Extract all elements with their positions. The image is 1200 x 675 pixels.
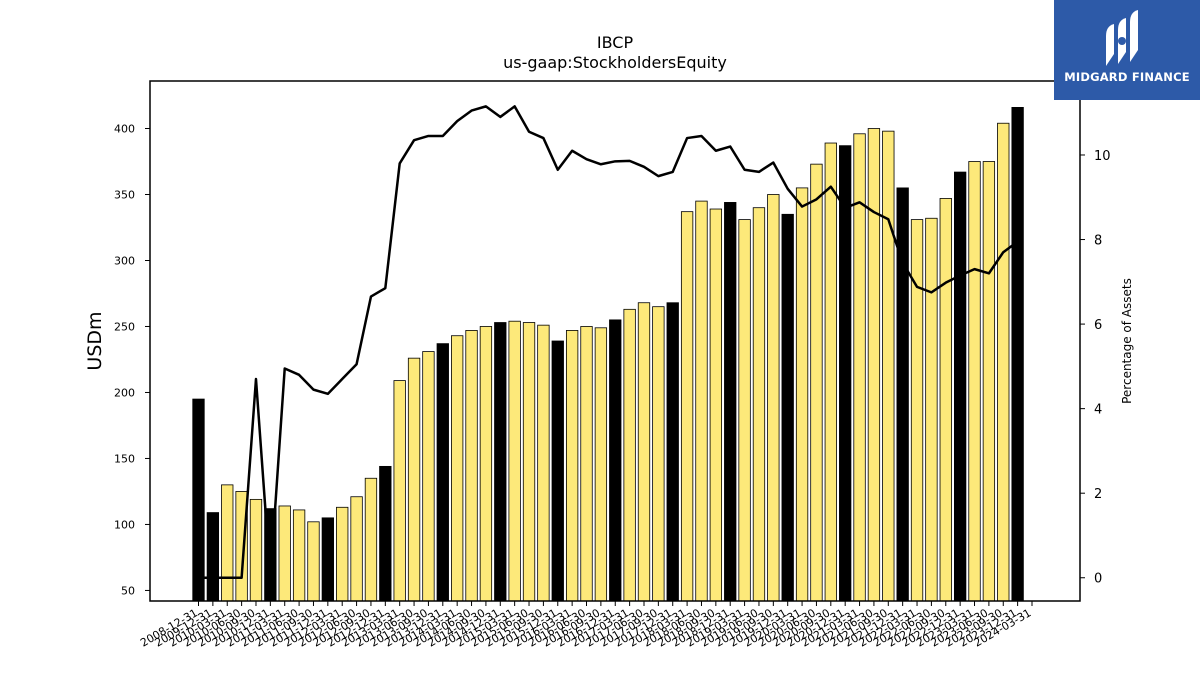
bar-2019-12-31 <box>781 213 794 602</box>
bar-2008-12-31 <box>192 398 205 602</box>
bar-2019-06-30 <box>752 207 766 602</box>
y2-tick-label: 8 <box>1094 234 1102 249</box>
bar-2009-12-31 <box>206 512 220 602</box>
bar-2012-03-31 <box>336 506 349 602</box>
bar-2015-12-31 <box>551 340 564 602</box>
bar-2017-09-30 <box>652 306 665 602</box>
pct-of-assets-line <box>198 105 1019 579</box>
y-tick-label: 400 <box>114 123 135 136</box>
y2-axis-ticks: 0 2 4 6 8 10 <box>1080 149 1111 587</box>
chart-title: IBCP <box>597 33 634 52</box>
bar-2013-06-30 <box>407 357 421 602</box>
y2-axis-label: Percentage of Assets <box>1120 278 1134 404</box>
bar-2018-12-31 <box>724 202 737 602</box>
midgard-finance-logo: MIDGARD FINANCE <box>1054 0 1200 100</box>
bar-2021-06-30 <box>867 128 881 602</box>
y-axis-ticks: 50 100 150 200 250 300 350 400 <box>114 123 150 597</box>
bar-2016-03-31 <box>565 330 579 602</box>
y-tick-label: 300 <box>114 254 135 267</box>
bar-2022-09-30 <box>939 198 952 602</box>
y2-tick-label: 4 <box>1094 403 1102 418</box>
bar-2022-03-31 <box>910 219 924 602</box>
bar-2020-06-30 <box>810 163 823 602</box>
bar-2011-03-31 <box>278 505 291 602</box>
bar-2016-06-30 <box>580 326 593 602</box>
bar-2012-12-31 <box>379 465 392 602</box>
y-axis-label: USDm <box>84 311 106 370</box>
bar-2020-09-30 <box>824 142 837 602</box>
bar-2010-09-30 <box>249 498 263 602</box>
bar-2019-09-30 <box>767 194 780 602</box>
y2-tick-label: 10 <box>1094 149 1111 164</box>
bar-2013-12-31 <box>436 343 449 602</box>
bar-2014-09-30 <box>479 326 493 602</box>
bar-2020-03-31 <box>795 187 809 602</box>
bar-2020-12-31 <box>839 145 852 602</box>
logo-mark-icon <box>1106 10 1138 66</box>
y2-tick-label: 0 <box>1094 572 1102 587</box>
bar-2015-03-31 <box>508 320 521 602</box>
y-tick-label: 350 <box>114 189 135 202</box>
bar-2014-03-31 <box>451 335 464 602</box>
bar-2017-03-31 <box>623 308 636 602</box>
bar-2013-03-31 <box>393 380 406 602</box>
bar-2012-06-30 <box>350 496 363 602</box>
y-tick-label: 200 <box>114 386 135 399</box>
bar-2015-06-30 <box>522 322 536 602</box>
bars-group <box>192 107 1024 602</box>
bar-2023-12-31 <box>1011 107 1024 602</box>
y2-tick-label: 6 <box>1094 318 1102 333</box>
bar-2022-06-30 <box>925 217 938 602</box>
y-tick-label: 100 <box>114 518 135 531</box>
bar-2018-09-30 <box>709 208 722 602</box>
bar-2017-12-31 <box>666 302 679 602</box>
bar-2011-09-30 <box>307 521 320 602</box>
bar-2016-12-31 <box>609 319 622 602</box>
bar-2015-09-30 <box>537 324 550 602</box>
bar-2018-03-31 <box>680 211 694 602</box>
plot-frame <box>149 80 1081 602</box>
bar-2014-06-30 <box>465 330 478 602</box>
bar-2017-06-30 <box>637 302 651 602</box>
bar-2023-09-30 <box>997 122 1010 602</box>
logo-text: MIDGARD FINANCE <box>1064 70 1190 84</box>
bar-2016-09-30 <box>594 327 608 602</box>
bar-2011-06-30 <box>292 509 306 602</box>
y-tick-label: 150 <box>114 452 135 465</box>
bar-2012-09-30 <box>364 477 378 602</box>
bar-2011-12-31 <box>321 517 334 602</box>
line-group <box>198 105 1019 579</box>
bar-2019-03-31 <box>738 219 751 602</box>
bar-2023-03-31 <box>968 161 981 602</box>
bar-2018-06-30 <box>695 200 708 602</box>
bar-2022-12-31 <box>954 171 967 602</box>
bar-2023-06-30 <box>982 161 996 602</box>
x-axis-ticks: 2008-12-312009-12-312010-03-312010-06-30… <box>138 601 1034 650</box>
bar-2021-09-30 <box>882 130 895 602</box>
y2-tick-label: 2 <box>1094 487 1102 502</box>
bar-2013-09-30 <box>422 351 435 602</box>
y-tick-label: 50 <box>121 584 135 597</box>
y-tick-label: 250 <box>114 320 135 333</box>
chart-subtitle: us-gaap:StockholdersEquity <box>503 53 727 72</box>
bar-2010-03-31 <box>221 484 234 602</box>
bar-2014-12-31 <box>494 322 507 602</box>
